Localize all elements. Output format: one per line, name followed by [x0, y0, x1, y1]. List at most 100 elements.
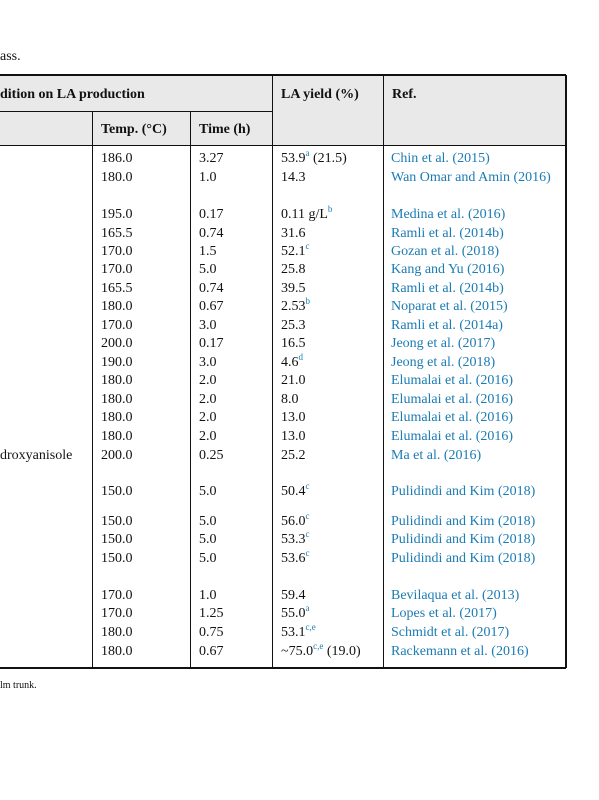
yield-cell: 13.0: [281, 428, 306, 446]
yield-note: a: [305, 148, 310, 158]
reference: Jeong et al. (2017): [391, 336, 496, 351]
yield-extra: (19.0): [326, 644, 361, 659]
yield: 8.0: [281, 392, 299, 407]
time: 0.25: [199, 448, 224, 463]
reference: Kang and Yu (2016): [391, 262, 505, 277]
temp: 200.0: [101, 448, 133, 463]
temp: 200.0: [101, 336, 133, 351]
reference: Ma et al. (2016): [391, 448, 482, 463]
rule: [0, 145, 566, 146]
header: LA yield (%): [281, 87, 359, 102]
yield: 25.3: [281, 318, 306, 333]
reference: Elumalai et al. (2016): [391, 373, 514, 388]
yield-cell: 53.9a (21.5): [281, 148, 347, 168]
reference: Lopes et al. (2017): [391, 606, 497, 621]
yield-note: c,e: [305, 622, 316, 632]
reference: Bevilaqua et al. (2013): [391, 588, 520, 603]
yield-cell: 13.0: [281, 409, 306, 427]
yield-note: c: [305, 481, 310, 491]
caption: ass.: [0, 49, 21, 64]
temp: 150.0: [101, 532, 133, 547]
reference: Chin et al. (2015): [391, 151, 490, 166]
yield: 39.5: [281, 281, 306, 296]
temp: 195.0: [101, 207, 133, 222]
reference: Ramli et al. (2014b): [391, 281, 504, 296]
yield-cell: 53.1c,e: [281, 622, 316, 642]
yield: 31.6: [281, 226, 306, 241]
yield-cell: 25.2: [281, 447, 306, 465]
temp: 150.0: [101, 484, 133, 499]
time: 0.74: [199, 226, 224, 241]
yield-note: c: [305, 529, 310, 539]
reference: Pulidindi and Kim (2018): [391, 532, 536, 547]
time: 0.67: [199, 644, 224, 659]
time: 0.74: [199, 281, 224, 296]
time: 0.75: [199, 625, 224, 640]
reference: Noparat et al. (2015): [391, 299, 508, 314]
time: 1.0: [199, 588, 217, 603]
yield: 55.0: [281, 606, 306, 621]
time: 0.17: [199, 336, 224, 351]
yield: 13.0: [281, 410, 306, 425]
reference: Medina et al. (2016): [391, 207, 506, 222]
yield-cell: 4.6d: [281, 352, 304, 372]
time: 3.0: [199, 318, 217, 333]
time: 5.0: [199, 532, 217, 547]
time: 2.0: [199, 392, 217, 407]
yield: 53.6: [281, 551, 306, 566]
yield: 50.4: [281, 484, 306, 499]
temp: 150.0: [101, 551, 133, 566]
yield: ~75.0: [281, 644, 314, 659]
yield-cell: 39.5: [281, 280, 306, 298]
yield-cell: 56.0c: [281, 511, 310, 531]
temp: 170.0: [101, 588, 133, 603]
yield-note: d: [298, 352, 304, 362]
time: 5.0: [199, 551, 217, 566]
yield-cell: 53.3c: [281, 529, 310, 549]
yield-cell: 8.0: [281, 391, 299, 409]
yield-cell: 31.6: [281, 225, 306, 243]
reference: Schmidt et al. (2017): [391, 625, 510, 640]
time: 5.0: [199, 484, 217, 499]
yield-note: a: [305, 603, 310, 613]
rule: [272, 75, 273, 668]
header-bg: [0, 75, 566, 145]
temp: 180.0: [101, 373, 133, 388]
yield: 4.6: [281, 355, 299, 370]
rule: [0, 111, 272, 112]
reference: Elumalai et al. (2016): [391, 429, 514, 444]
yield-note: c: [305, 511, 310, 521]
header: Temp. (°C): [101, 122, 167, 137]
temp: 170.0: [101, 244, 133, 259]
temp: 186.0: [101, 151, 133, 166]
temp: 170.0: [101, 262, 133, 277]
yield: 52.1: [281, 244, 306, 259]
time: 1.0: [199, 170, 217, 185]
time: 1.25: [199, 606, 224, 621]
yield-cell: 25.3: [281, 317, 306, 335]
temp: 170.0: [101, 318, 133, 333]
yield: 21.0: [281, 373, 306, 388]
temp: 150.0: [101, 514, 133, 529]
yield: 2.53: [281, 299, 306, 314]
yield-cell: 53.6c: [281, 549, 310, 568]
header: Ref.: [392, 87, 417, 102]
time: 2.0: [199, 429, 217, 444]
temp: 170.0: [101, 606, 133, 621]
reference: Gozan et al. (2018): [391, 244, 500, 259]
yield-cell: 52.1c: [281, 242, 310, 261]
yield-cell: 25.8: [281, 261, 306, 279]
temp: 180.0: [101, 170, 133, 185]
time: 2.0: [199, 373, 217, 388]
yield: 53.3: [281, 532, 306, 547]
yield: 25.2: [281, 448, 306, 463]
rule: [565, 75, 567, 668]
rule: [0, 74, 566, 76]
header: Time (h): [199, 122, 251, 137]
condition: droxyanisole: [0, 448, 73, 463]
reference: Rackemann et al. (2016): [391, 644, 529, 659]
reference: Pulidindi and Kim (2018): [391, 551, 536, 566]
yield-note: b: [305, 296, 311, 306]
rule: [190, 111, 191, 668]
